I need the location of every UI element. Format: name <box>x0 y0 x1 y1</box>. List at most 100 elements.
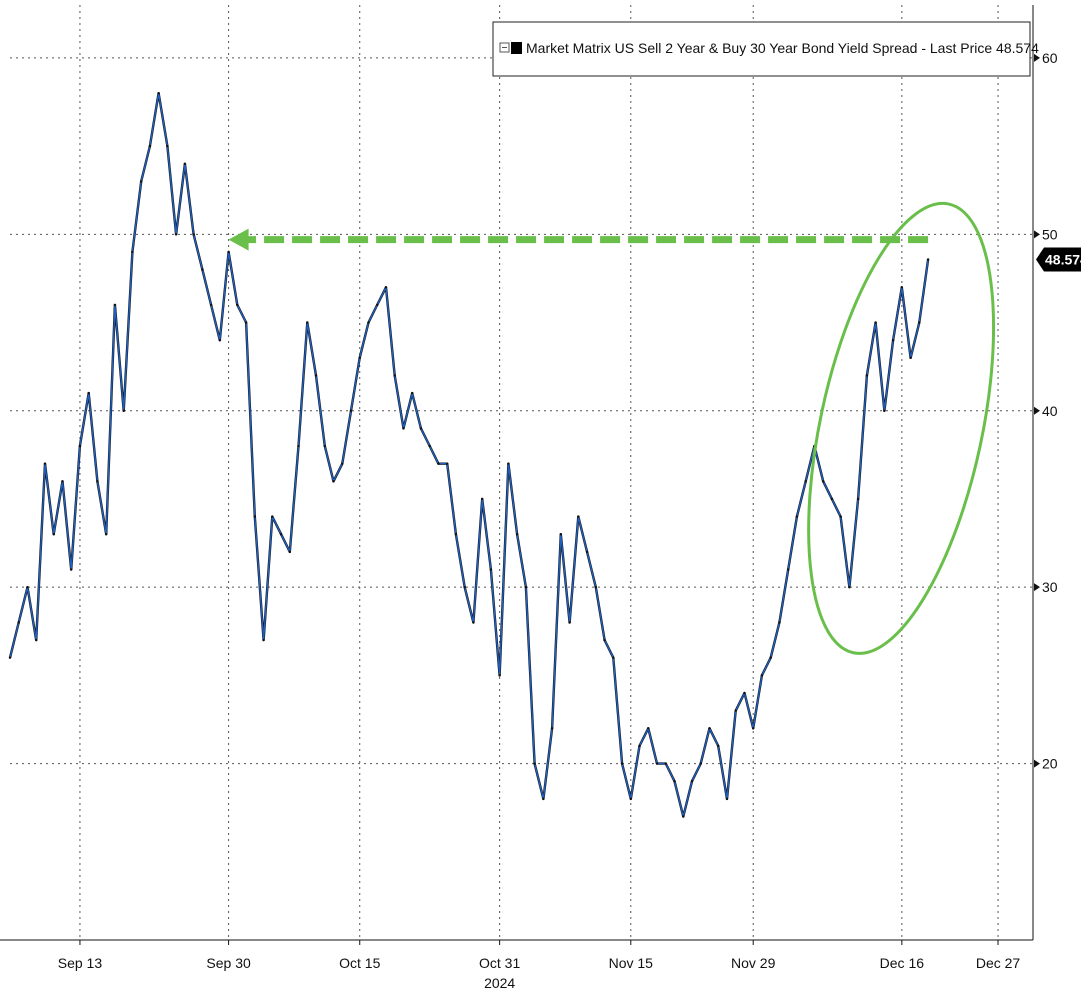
series-point <box>734 709 737 712</box>
y-tick-arrow <box>1034 583 1040 592</box>
series-point <box>795 515 799 518</box>
series-point <box>507 462 510 465</box>
x-tick-label: Sep 30 <box>206 955 251 971</box>
series-point <box>655 762 659 765</box>
series-point <box>463 585 466 589</box>
series-point <box>682 815 685 818</box>
series-point <box>384 286 388 289</box>
series-point <box>647 727 650 730</box>
series-point <box>411 391 414 395</box>
series-point <box>87 391 90 395</box>
series-point <box>752 727 755 730</box>
series-point <box>489 568 493 571</box>
series-point <box>323 444 326 448</box>
annotation-arrowhead <box>228 228 249 251</box>
axes: 20 30 40 50 60 Sep 13 Sep 30 Oct 15 Oct 31 Nov 15… <box>0 5 1058 991</box>
series-point <box>769 656 772 659</box>
series-point <box>157 92 160 95</box>
series-point <box>708 727 711 730</box>
last-price-label: 48.574 <box>1045 251 1081 267</box>
series-point <box>891 338 895 342</box>
series-point <box>612 656 615 659</box>
y-tick-arrow <box>1034 759 1040 768</box>
series-point <box>218 338 222 342</box>
series-point <box>445 462 449 465</box>
series-point <box>542 797 545 801</box>
series-point <box>183 162 187 165</box>
series-point <box>559 533 563 536</box>
series-point <box>848 585 851 589</box>
series-point <box>297 444 300 448</box>
y-tick-label: 20 <box>1042 756 1058 772</box>
series-point <box>96 480 99 483</box>
series-point <box>717 744 720 748</box>
annotation-ellipse <box>807 201 996 655</box>
series-point <box>577 515 580 518</box>
series-point <box>620 762 624 765</box>
series-point <box>131 250 134 254</box>
x-tick-label: Sep 13 <box>58 955 103 971</box>
series-point <box>358 356 361 360</box>
series-point <box>550 727 554 730</box>
series-point <box>603 638 606 642</box>
series-point <box>332 480 335 483</box>
series-point <box>8 656 12 659</box>
series-point <box>839 515 842 518</box>
series-point <box>725 797 729 801</box>
series-point <box>104 533 108 536</box>
series-point <box>43 462 47 465</box>
y-tick-label: 60 <box>1042 50 1058 66</box>
series-point <box>253 515 257 518</box>
series-point <box>402 427 405 430</box>
series-point <box>856 497 860 501</box>
series-point <box>778 621 781 624</box>
series-point <box>498 674 501 677</box>
series-point <box>594 585 598 589</box>
series-point <box>743 691 746 695</box>
series-point <box>393 374 396 377</box>
series-point <box>664 762 667 765</box>
series-point <box>209 303 213 307</box>
x-tick-label: Nov 15 <box>609 955 654 971</box>
x-tick-label: Nov 29 <box>731 955 776 971</box>
annotation-layer <box>228 201 996 655</box>
series-point <box>472 621 475 624</box>
series-point <box>262 638 265 642</box>
x-tick-label: Dec 16 <box>880 955 925 971</box>
series-point <box>865 374 869 377</box>
series-point <box>454 533 458 536</box>
series-point <box>874 321 877 324</box>
series-point <box>585 550 589 554</box>
series-point <box>26 585 29 589</box>
x-tick-label: Dec 27 <box>976 955 1021 971</box>
series-line <box>9 92 929 818</box>
series-point <box>760 674 764 677</box>
series-point <box>629 797 632 801</box>
series-point <box>70 568 73 571</box>
series-point <box>428 444 431 448</box>
series-point <box>271 515 274 518</box>
series-point <box>909 356 912 360</box>
series-point <box>349 409 353 412</box>
series-point <box>568 621 571 624</box>
series-point <box>883 409 886 412</box>
series-point <box>174 233 178 236</box>
series-point <box>166 144 169 148</box>
legend-label: Market Matrix US Sell 2 Year & Buy 30 Ye… <box>526 40 1039 56</box>
series-point <box>139 180 143 183</box>
series-point <box>236 303 239 307</box>
series-point <box>306 321 309 324</box>
legend-series-swatch <box>511 42 522 54</box>
series-point <box>244 321 248 324</box>
series-point <box>900 286 904 289</box>
y-tick-arrow <box>1034 406 1040 415</box>
series-point <box>690 780 694 783</box>
last-price-tag: 48.574 <box>1036 247 1081 272</box>
series-point <box>78 444 82 448</box>
series-point <box>35 638 38 642</box>
series-point <box>227 250 230 254</box>
series-point <box>376 303 379 307</box>
x-year-label: 2024 <box>484 975 515 991</box>
